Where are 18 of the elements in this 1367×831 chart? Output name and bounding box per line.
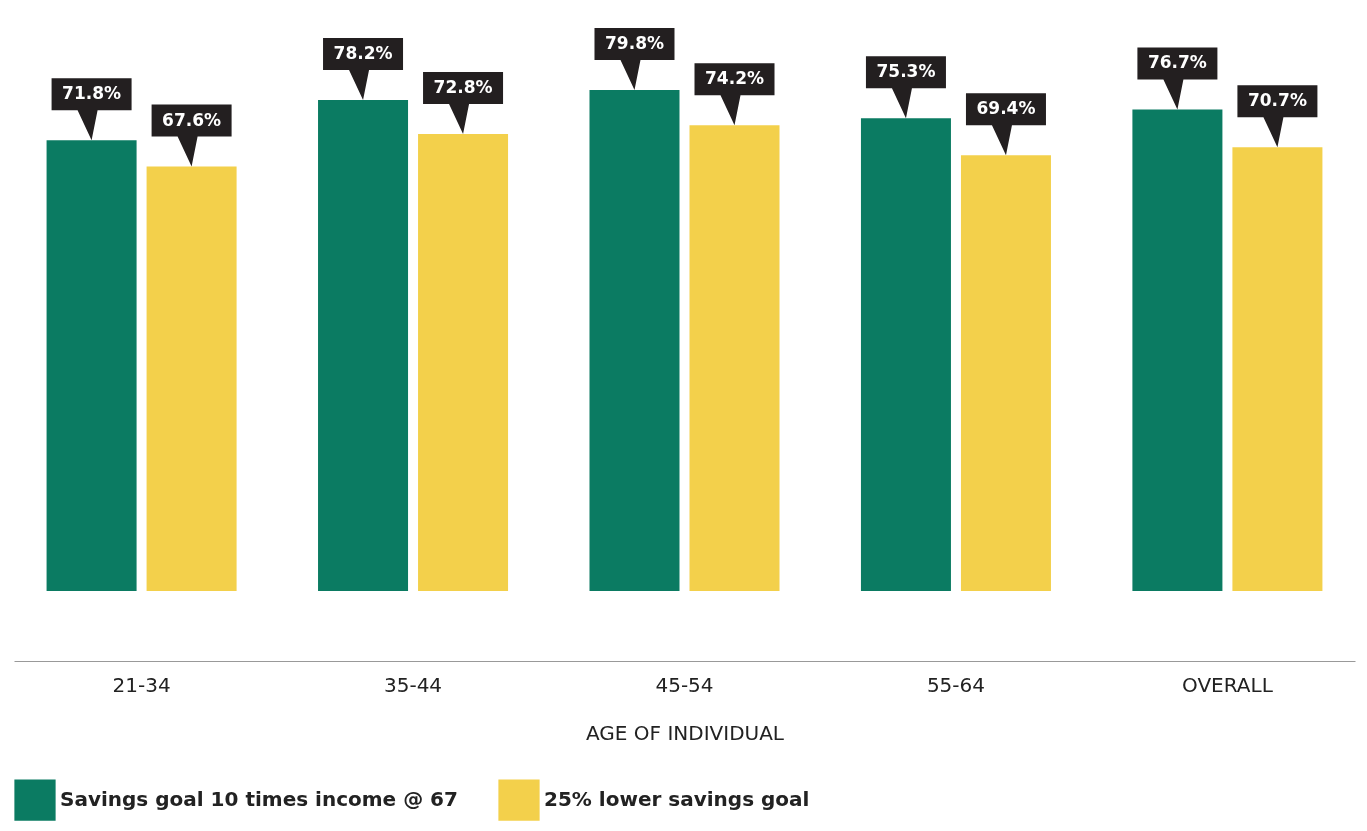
data-label: 67.6% [162, 109, 222, 130]
x-axis-title: AGE OF INDIVIDUAL [585, 720, 785, 745]
data-label: 74.2% [705, 68, 764, 89]
data-label: 75.3% [876, 61, 936, 82]
data-label: 70.7% [1247, 90, 1307, 111]
x-tick-label: 45-54 [655, 672, 714, 697]
x-tick-label: 55-64 [926, 672, 986, 697]
x-tick-label: 35-44 [383, 672, 443, 697]
legend-label: Savings goal 10 times income @ 67 [60, 787, 458, 812]
data-label: 69.4% [976, 98, 1036, 119]
legend-label: 25% lower savings goal [544, 787, 810, 812]
data-label: 78.2% [333, 43, 393, 64]
data-label: 72.8% [433, 76, 493, 97]
data-label: 71.8% [62, 83, 122, 104]
x-tick-label: OVERALL [1182, 672, 1274, 697]
x-tick-label: 21-34 [112, 672, 171, 697]
data-label: 76.7% [1147, 52, 1207, 73]
data-label: 79.8% [605, 33, 664, 53]
